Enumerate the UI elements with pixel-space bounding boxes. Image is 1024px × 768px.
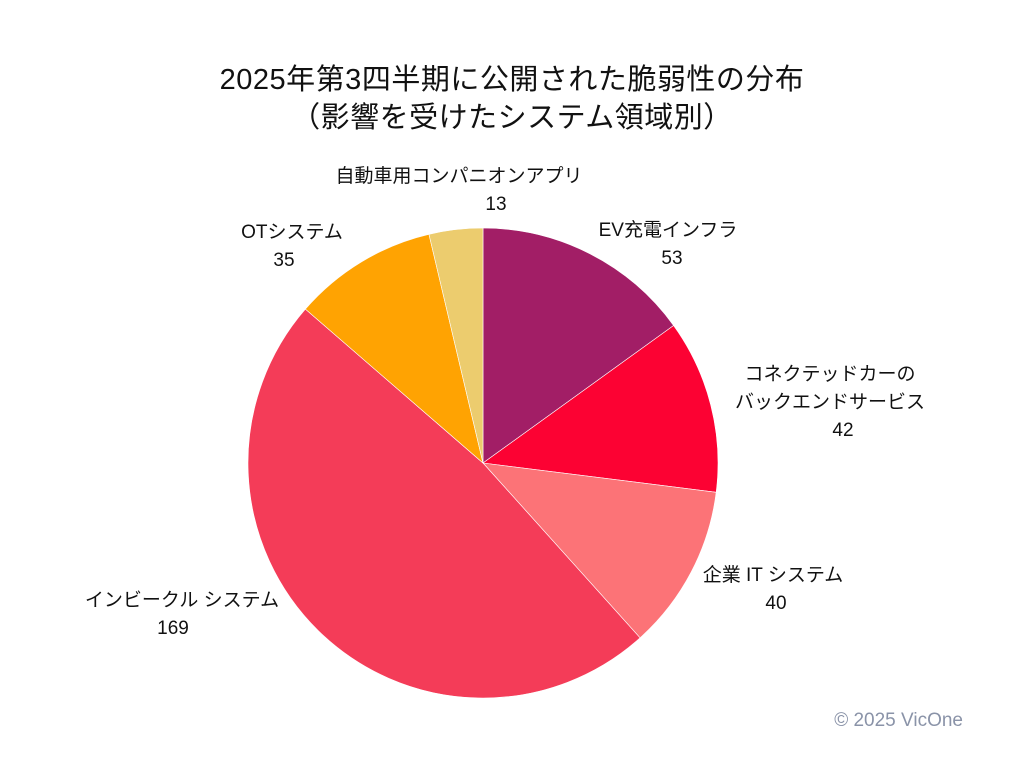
slice-label-text: OTシステム (241, 222, 343, 243)
copyright-text: © 2025 VicOne (834, 710, 963, 731)
slice-label-text: EV充電インフラ (598, 220, 738, 241)
label-ot-systems: OTシステム 35 (241, 219, 343, 275)
label-ev-charging-infra: EV充電インフラ 53 (599, 217, 738, 273)
slice-value: 42 (832, 420, 854, 441)
chart-title: 2025年第3四半期に公開された脆弱性の分布 （影響を受けたシステム領域別） (0, 61, 1024, 137)
slice-label-text: 自動車用コンパニオンアプリ (335, 166, 583, 187)
slice-value: 53 (661, 248, 683, 269)
slice-value: 35 (273, 250, 295, 271)
label-car-companion-app: 自動車用コンパニオンアプリ 13 (335, 163, 582, 219)
slice-value: 40 (765, 593, 787, 614)
pie-slice-car-companion-app (428, 227, 484, 464)
pie-slice-ev-charging-infra (482, 227, 675, 464)
chart-title-line-2: （影響を受けたシステム領域別） (291, 102, 733, 134)
pie-slice-ot-systems (304, 233, 484, 464)
slice-value: 13 (485, 194, 507, 215)
slice-label-text: インビークル システム (84, 590, 280, 611)
slice-label-text: コネクテッドカーの (744, 364, 916, 385)
pie-slice-in-vehicle-systems (247, 308, 641, 699)
label-in-vehicle-systems: インビークル システム 169 (85, 587, 279, 643)
label-connected-car-backend: コネクテッドカーの バックエンドサービス 42 (735, 361, 925, 445)
chart-title-line-1: 2025年第3四半期に公開された脆弱性の分布 (219, 64, 805, 96)
pie-slice-connected-car-backend (482, 325, 719, 493)
pie-slice-enterprise-it (482, 462, 717, 639)
label-enterprise-it: 企業 IT システム 40 (703, 562, 844, 618)
slice-label-text: バックエンドサービス (734, 392, 926, 413)
slice-value: 169 (157, 618, 189, 639)
slice-label-text: 企業 IT システム (702, 565, 844, 586)
